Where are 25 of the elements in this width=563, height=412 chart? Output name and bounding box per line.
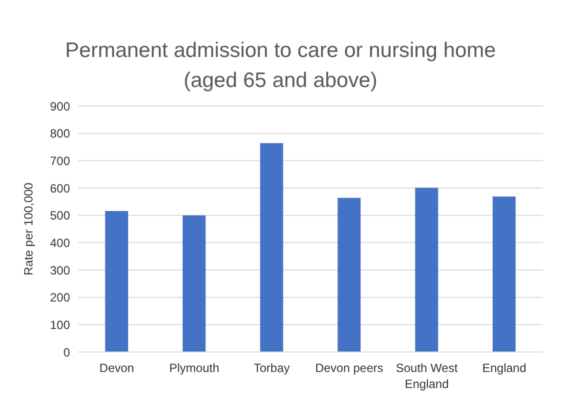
- x-tick-label: Torbay: [254, 361, 290, 375]
- y-tick-label: 600: [50, 181, 70, 196]
- bar: [105, 210, 128, 352]
- y-tick-label: 900: [50, 99, 70, 114]
- y-axis-title: Rate per 100,000: [21, 182, 36, 276]
- bar: [415, 188, 438, 352]
- bar: [260, 143, 284, 352]
- x-tick-label: Devon peers: [315, 361, 384, 375]
- y-tick-label: 100: [50, 318, 70, 332]
- y-tick-label: 700: [50, 154, 70, 168]
- y-tick-label: 400: [50, 236, 70, 250]
- x-tick-label: Devon: [99, 361, 134, 375]
- chart-title: Permanent admission to care or nursing home: [64, 38, 497, 64]
- y-tick-label: 300: [50, 263, 70, 278]
- chart-subtitle: (aged 65 and above): [182, 68, 378, 94]
- bar: [182, 215, 206, 352]
- y-tick-label: 200: [50, 290, 70, 305]
- y-tick-label: 500: [50, 208, 70, 223]
- x-tick-label: England: [482, 361, 526, 375]
- bar: [492, 196, 516, 352]
- x-tick-label: Plymouth: [169, 361, 220, 375]
- bar: [338, 198, 361, 352]
- x-tick-label: South West England: [396, 361, 458, 391]
- y-tick-label: 800: [50, 126, 70, 141]
- y-tick-label: 0: [63, 345, 70, 360]
